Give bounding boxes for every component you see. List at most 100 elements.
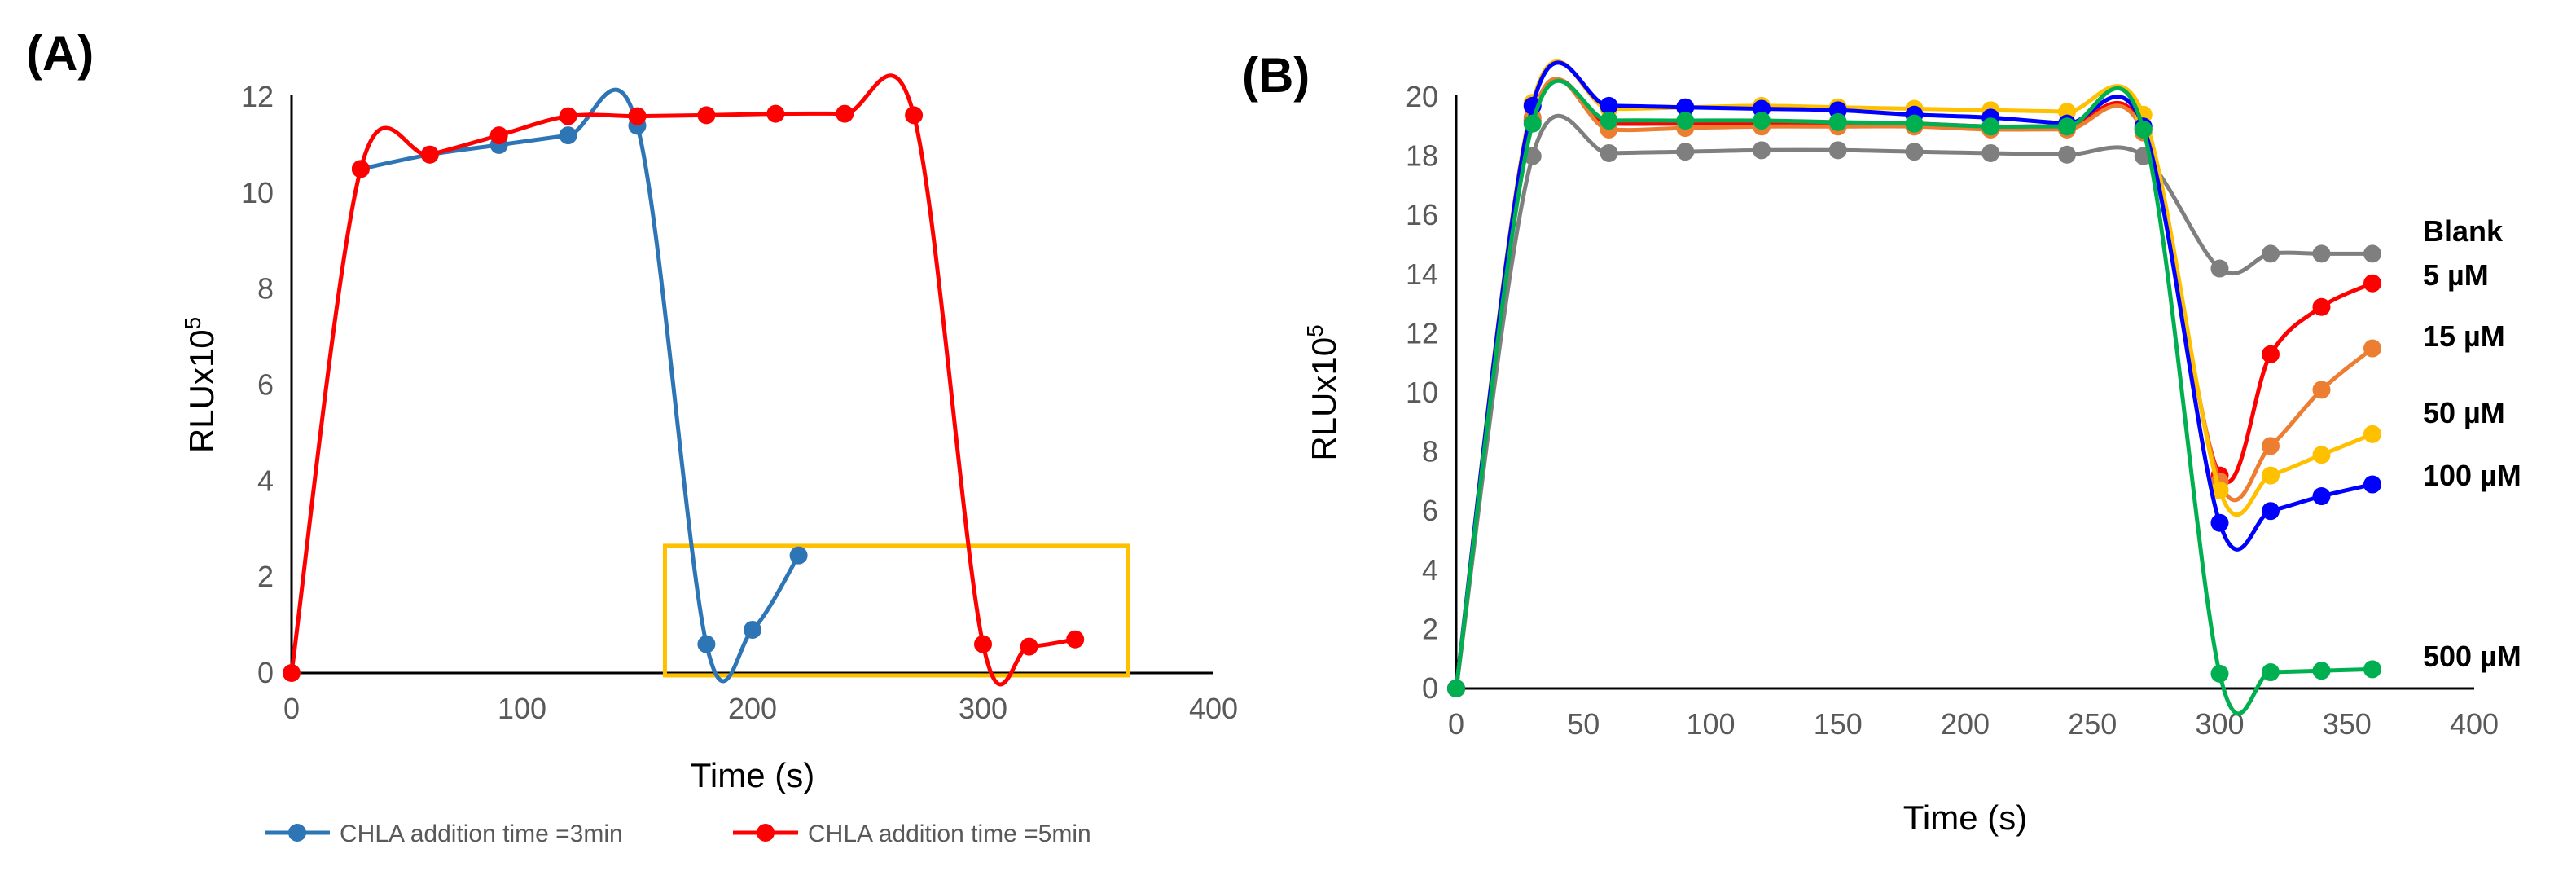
b-data-point xyxy=(1676,112,1695,130)
a-data-point xyxy=(283,664,301,682)
a-data-point xyxy=(559,126,577,145)
b-data-point xyxy=(1676,143,1695,161)
b-series-label: 50 µM xyxy=(2423,396,2505,429)
b-y-tick-label: 16 xyxy=(1406,198,1438,231)
b-x-tick-label: 0 xyxy=(1448,707,1464,741)
b-x-tick-label: 250 xyxy=(2068,707,2117,741)
b-series-100-um: 100 µM xyxy=(1447,60,2521,697)
b-data-point xyxy=(1753,141,1771,160)
b-series-line xyxy=(1454,77,2374,689)
b-data-point xyxy=(2210,513,2229,532)
b-y-tick-label: 6 xyxy=(1422,494,1438,527)
a-data-point xyxy=(697,106,716,125)
b-series-line xyxy=(1454,78,2373,716)
b-series-line xyxy=(1454,60,2373,689)
a-x-tick-label: 300 xyxy=(959,692,1007,725)
b-data-point xyxy=(1676,98,1695,117)
b-data-point xyxy=(2262,437,2280,455)
b-data-point xyxy=(1828,141,1847,160)
b-y-axis-label-base: RLUx10 xyxy=(1305,337,1343,461)
b-y-tick-label: 14 xyxy=(1406,257,1438,291)
b-series-label: 500 µM xyxy=(2423,640,2521,673)
a-legend: CHLA addition time =3min CHLA addition ti… xyxy=(265,820,1091,847)
panel-b-label: (B) xyxy=(1242,48,1310,103)
a-series-1 xyxy=(351,87,808,684)
a-data-point xyxy=(974,635,992,653)
b-data-point xyxy=(1523,114,1542,133)
a-highlight-box xyxy=(662,543,1130,678)
b-data-point xyxy=(2363,244,2381,263)
b-y-axis-label-exp: 5 xyxy=(1302,324,1327,337)
a-data-point xyxy=(559,107,577,125)
b-data-point xyxy=(2312,381,2331,399)
a-data-point xyxy=(351,160,370,178)
b-data-point xyxy=(2312,662,2331,680)
a-data-point xyxy=(744,620,761,639)
a-y-tick-label: 10 xyxy=(241,176,274,209)
a-legend-label: CHLA addition time =5min xyxy=(808,820,1091,847)
b-x-tick-label: 100 xyxy=(1686,707,1735,741)
chart-b: 0 50 100 150 200 250 300 350 4000246810121416182… xyxy=(1302,59,2521,837)
b-x-tick-label: 200 xyxy=(1941,707,1990,741)
b-data-point xyxy=(2058,145,2076,164)
a-series-line xyxy=(289,73,1076,687)
a-data-point xyxy=(420,145,439,164)
b-data-point xyxy=(1600,143,1618,162)
panel-a-label: (A) xyxy=(26,26,94,81)
b-data-point xyxy=(2312,487,2331,506)
a-x-axis-label: Time (s) xyxy=(691,756,814,794)
b-data-point xyxy=(1600,96,1618,115)
b-x-tick-label: 150 xyxy=(1814,707,1863,741)
b-data-point xyxy=(2363,660,2381,679)
b-data-point xyxy=(2210,259,2229,278)
a-data-point xyxy=(789,546,808,565)
a-y-tick-label: 12 xyxy=(241,80,274,113)
a-data-point xyxy=(766,104,785,123)
b-data-point xyxy=(1905,114,1924,133)
b-series-blank: Blank xyxy=(1447,113,2504,697)
a-series-2 xyxy=(283,73,1085,687)
b-y-axis-label: RLUx105 xyxy=(1302,324,1343,460)
b-y-tick-label: 0 xyxy=(1422,671,1438,705)
a-y-tick-label: 0 xyxy=(257,656,274,689)
b-data-point xyxy=(2312,297,2331,316)
b-data-point xyxy=(2262,345,2280,363)
b-x-axis-label: Time (s) xyxy=(1903,798,2027,837)
b-x-tick-label: 50 xyxy=(1567,707,1600,741)
b-data-point xyxy=(2312,244,2331,263)
b-y-tick-label: 2 xyxy=(1422,612,1438,645)
b-data-point xyxy=(2058,117,2076,136)
b-y-tick-label: 10 xyxy=(1406,376,1438,409)
b-data-point xyxy=(1828,112,1847,131)
a-y-axis-label: RLUx105 xyxy=(180,317,221,453)
b-data-point xyxy=(2262,502,2280,521)
b-data-point xyxy=(2363,274,2381,293)
b-data-point xyxy=(1981,143,2000,162)
a-y-tick-label: 2 xyxy=(257,560,274,593)
b-x-tick-label: 350 xyxy=(2323,707,2372,741)
b-data-point xyxy=(2262,663,2280,682)
b-series-15-um: 15 µM xyxy=(1447,77,2505,697)
b-series-500-um: 500 µM xyxy=(1447,78,2521,716)
b-data-point xyxy=(1981,117,2000,136)
b-series-line xyxy=(1454,113,2372,689)
a-data-point xyxy=(836,104,854,123)
b-data-point xyxy=(1447,680,1465,697)
a-data-point xyxy=(628,107,647,125)
a-data-point xyxy=(905,106,924,125)
b-y-tick-label: 4 xyxy=(1422,553,1438,587)
a-y-tick-label: 4 xyxy=(257,464,274,497)
b-series-label: 100 µM xyxy=(2423,459,2521,492)
b-y-tick-label: 20 xyxy=(1406,80,1438,113)
b-series-line xyxy=(1454,77,2374,689)
b-data-point xyxy=(2363,339,2381,358)
b-series-label: 5 µM xyxy=(2423,258,2489,292)
a-y-tick-label: 6 xyxy=(257,368,274,402)
a-data-point xyxy=(489,126,508,145)
b-data-point xyxy=(1905,143,1924,161)
b-data-point xyxy=(2312,446,2331,464)
b-data-point xyxy=(2210,664,2229,683)
b-y-tick-label: 12 xyxy=(1406,316,1438,350)
a-data-point xyxy=(1020,637,1038,656)
